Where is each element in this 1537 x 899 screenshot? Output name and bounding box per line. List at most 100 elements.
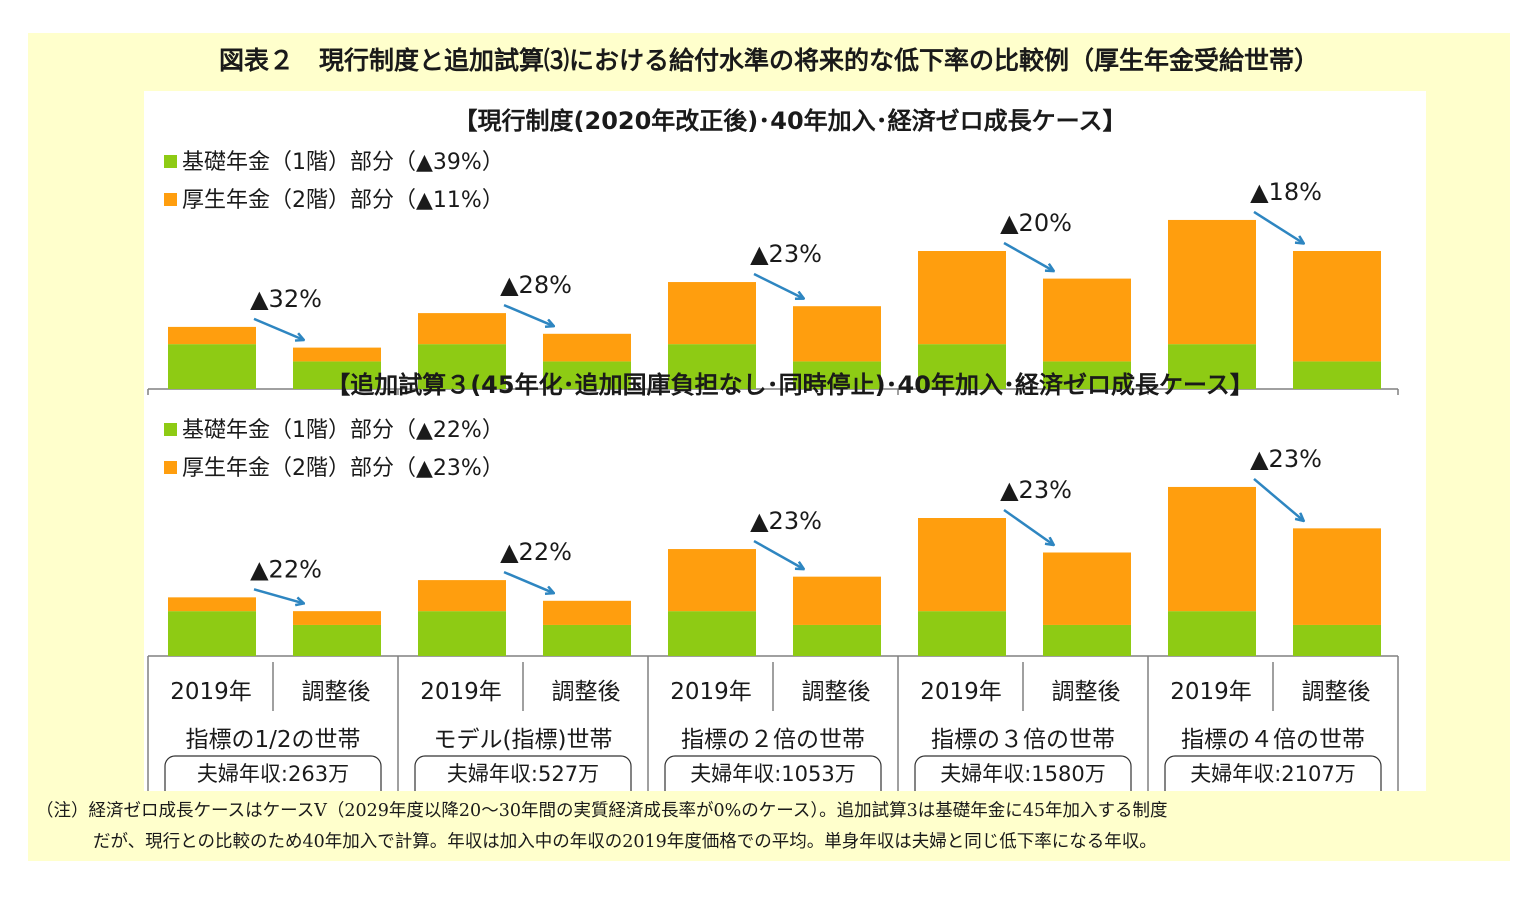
panel-2-change-label-1: ▲22%	[250, 555, 322, 583]
panel-2-bar-kiso-10	[1293, 624, 1381, 656]
income-bracket-2	[414, 755, 632, 791]
panel-2-legend-swatch-2	[164, 461, 177, 474]
panel-1-bar-kiso-7	[918, 344, 1006, 389]
panel-2-change-label-5: ▲23%	[1250, 445, 1322, 473]
panel-2-bar-kosei-4	[543, 600, 631, 625]
group-name-5: 指標の４倍の世帯	[1181, 727, 1365, 753]
category-label-7: 2019年	[920, 679, 1002, 705]
panel-2-legend-swatch-1	[164, 423, 177, 436]
stacked-bar-charts: 【現行制度(2020年改正後)･40年加入･経済ゼロ成長ケース】基礎年金（1階）…	[147, 107, 1399, 791]
panel-1-bar-kosei-10	[1293, 251, 1381, 362]
panel-2-title: 【追加試算３(45年化･追加国庫負担なし･同時停止)･40年加入･経済ゼロ成長ケ…	[326, 371, 1254, 399]
panel-1-bar-kiso-4	[543, 361, 631, 389]
panel-1-bar-kosei-6	[793, 306, 881, 362]
panel-1-bar-kosei-1	[168, 326, 256, 345]
panel-2-bar-kiso-5	[668, 611, 756, 656]
panel-1-bar-kosei-3	[418, 313, 506, 345]
panel-2-change-arrow-5	[1253, 477, 1303, 520]
category-label-1: 2019年	[170, 679, 252, 705]
panel-2-change-arrow-1	[253, 588, 303, 603]
category-label-8: 調整後	[1052, 679, 1121, 705]
panel-2-bar-kiso-2	[293, 624, 381, 656]
couple-income-1: 夫婦年収:263万	[197, 762, 349, 786]
panel-2-change-label-3: ▲23%	[750, 507, 822, 535]
panel-1-bar-kiso-2	[293, 361, 381, 389]
panel-1-change-arrow-3	[753, 272, 803, 298]
panel-1-bar-kiso-6	[793, 361, 881, 389]
panel-1-bar-kosei-8	[1043, 278, 1131, 362]
panel-1-change-arrow-5	[1253, 210, 1303, 243]
panel-1-bar-kosei-7	[918, 251, 1006, 345]
panel-1-bar-kiso-8	[1043, 361, 1131, 389]
panel-2-change-arrow-2	[503, 570, 553, 593]
plot-area: 【現行制度(2020年改正後)･40年加入･経済ゼロ成長ケース】基礎年金（1階）…	[144, 91, 1426, 791]
category-label-9: 2019年	[1170, 679, 1252, 705]
panel-2-bar-kosei-2	[293, 611, 381, 625]
panel-1-change-arrow-1	[253, 317, 303, 340]
panel-2-bar-kosei-5	[668, 549, 756, 612]
panel-2-legend-label-2: 厚生年金（2階）部分（▲23%）	[182, 456, 504, 481]
panel-1-change-label-1: ▲32%	[250, 285, 322, 313]
panel-1-bar-kosei-4	[543, 333, 631, 362]
panel-2-bar-kosei-1	[168, 597, 256, 612]
group-name-4: 指標の３倍の世帯	[931, 727, 1115, 753]
panel-1-change-label-2: ▲28%	[500, 271, 572, 299]
panel-2-bar-kiso-8	[1043, 624, 1131, 656]
panel-2-bar-kosei-8	[1043, 552, 1131, 625]
panel-2-change-label-4: ▲23%	[1000, 476, 1072, 504]
panel-1-legend-label-2: 厚生年金（2階）部分（▲11%）	[182, 188, 504, 213]
panel-1-change-arrow-2	[503, 303, 553, 326]
couple-income-5: 夫婦年収:2107万	[1190, 762, 1356, 786]
income-bracket-3	[664, 755, 882, 791]
panel-1-legend-swatch-1	[164, 155, 177, 168]
panel-2-legend-label-1: 基礎年金（1階）部分（▲22%）	[182, 418, 504, 443]
panel-2-bar-kiso-4	[543, 624, 631, 656]
note-line-2: だが、現行との比較のため40年加入で計算。年収は加入中の年収の2019年度価格で…	[93, 832, 1157, 852]
figure-title: 図表２ 現行制度と追加試算⑶における給付水準の将来的な低下率の比較例（厚生年金受…	[218, 46, 1319, 75]
panel-1-change-arrow-4	[1003, 241, 1053, 271]
panel-2-bar-kosei-7	[918, 518, 1006, 612]
category-label-6: 調整後	[802, 679, 871, 705]
category-label-2: 調整後	[302, 679, 371, 705]
note-line-1: （注）経済ゼロ成長ケースはケースⅤ（2029年度以降20～30年間の実質経済成長…	[36, 801, 1168, 821]
panel-2-change-arrow-3	[753, 539, 803, 569]
figure-frame: 図表２ 現行制度と追加試算⑶における給付水準の将来的な低下率の比較例（厚生年金受…	[28, 33, 1510, 861]
panel-1-bar-kosei-9	[1168, 219, 1256, 345]
panel-2-bar-kiso-3	[418, 611, 506, 656]
panel-1-legend-swatch-2	[164, 193, 177, 206]
panel-1-change-label-3: ▲23%	[750, 240, 822, 268]
panel-1-legend-label-1: 基礎年金（1階）部分（▲39%）	[182, 150, 504, 175]
panel-1-bar-kosei-5	[668, 282, 756, 345]
income-bracket-5	[1164, 755, 1382, 791]
panel-1-bar-kosei-2	[293, 347, 381, 362]
couple-income-2: 夫婦年収:527万	[447, 762, 599, 786]
category-label-10: 調整後	[1302, 679, 1371, 705]
couple-income-3: 夫婦年収:1053万	[690, 762, 856, 786]
group-name-1: 指標の1/2の世帯	[185, 727, 360, 753]
panel-1-bar-kiso-1	[168, 344, 256, 389]
panel-2-bar-kosei-6	[793, 576, 881, 625]
panel-2-change-label-2: ▲22%	[500, 538, 572, 566]
panel-1-bar-kiso-10	[1293, 361, 1381, 389]
panel-1-change-label-5: ▲18%	[1250, 178, 1322, 206]
panel-2-bar-kiso-1	[168, 611, 256, 656]
income-bracket-4	[914, 755, 1132, 791]
panel-2-bar-kiso-6	[793, 624, 881, 656]
panel-1-bar-kiso-3	[418, 344, 506, 389]
panel-2-bar-kosei-10	[1293, 528, 1381, 625]
category-label-4: 調整後	[552, 679, 621, 705]
panel-2-bar-kiso-9	[1168, 611, 1256, 656]
panel-1-change-label-4: ▲20%	[1000, 209, 1072, 237]
category-label-3: 2019年	[420, 679, 502, 705]
group-name-2: モデル(指標)世帯	[434, 727, 613, 753]
group-name-3: 指標の２倍の世帯	[681, 727, 865, 753]
panel-2-change-arrow-4	[1003, 508, 1053, 545]
panel-1-bar-kiso-9	[1168, 344, 1256, 389]
panel-1-title: 【現行制度(2020年改正後)･40年加入･経済ゼロ成長ケース】	[454, 107, 1127, 135]
category-label-5: 2019年	[670, 679, 752, 705]
panel-2-bar-kosei-3	[418, 580, 506, 612]
couple-income-4: 夫婦年収:1580万	[940, 762, 1106, 786]
income-bracket-1	[164, 755, 382, 791]
panel-2-bar-kosei-9	[1168, 486, 1256, 612]
panel-1-bar-kiso-5	[668, 344, 756, 389]
